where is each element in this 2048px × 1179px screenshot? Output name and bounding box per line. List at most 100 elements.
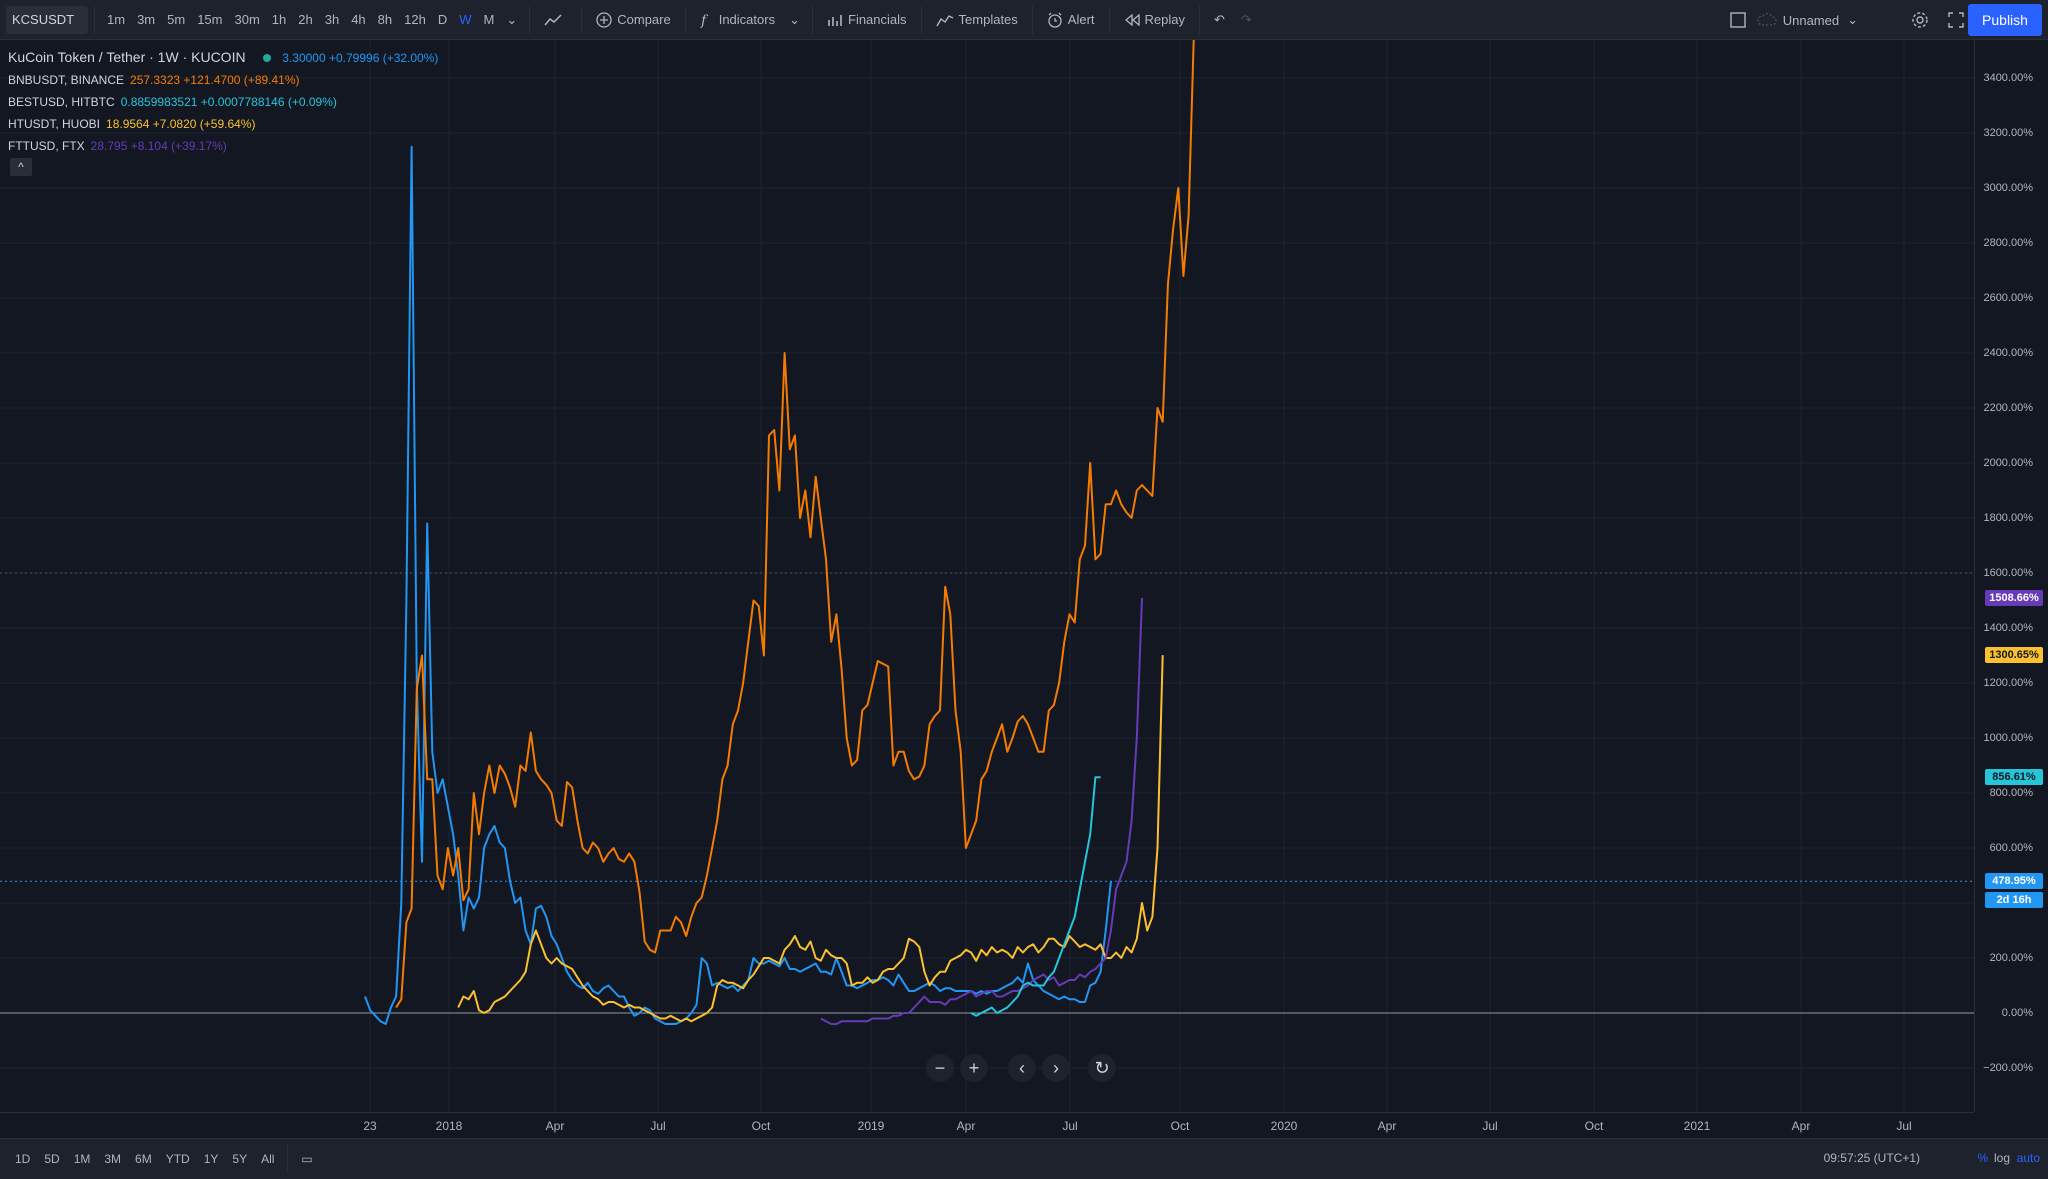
minus-icon: − <box>934 1057 946 1078</box>
chevron-down-icon[interactable]: ⌄ <box>789 11 800 27</box>
plus-icon: + <box>968 1057 980 1078</box>
timeframe-8h[interactable]: 8h <box>377 12 393 27</box>
fullscreen-icon[interactable] <box>1946 10 1966 30</box>
gear-icon[interactable] <box>1910 10 1930 30</box>
price-tick-label: −200.00% <box>1983 1062 2033 1074</box>
chevron-down-icon[interactable]: ⌄ <box>506 11 518 27</box>
log-scale-toggle[interactable]: log <box>1993 1151 2010 1165</box>
timeframe-1m[interactable]: 1m <box>107 12 126 27</box>
layout-name-button[interactable]: Unnamed ⌄ <box>1757 0 1858 40</box>
clock-timezone[interactable]: 09:57:25 (UTC+1) <box>1823 1151 1920 1165</box>
timeframe-3h[interactable]: 3h <box>324 12 340 27</box>
layout-square-icon[interactable] <box>1728 10 1748 30</box>
price-axis[interactable]: 3400.00% 3200.00% 3000.00% 2800.00% 2600.00%… <box>1974 40 2048 1112</box>
reset-chart-button[interactable]: ↻ <box>1088 1054 1116 1082</box>
time-tick-label: 23 <box>363 1119 377 1133</box>
zoom-in-button[interactable]: + <box>960 1054 988 1082</box>
legend-row[interactable]: HTUSDT, HUOBI 18.9564 +7.0820 (+59.64%) <box>8 113 438 135</box>
toolbar-divider <box>1198 5 1200 34</box>
timeframe-30m[interactable]: 30m <box>234 12 260 27</box>
auto-scale-toggle[interactable]: auto <box>2016 1151 2040 1165</box>
symbol-search-input[interactable]: KCSUSDT <box>6 5 88 34</box>
indicators-button[interactable]: f Indicators <box>700 12 775 28</box>
series-line-htusdt <box>457 655 1164 1023</box>
toolbar-divider <box>684 5 686 34</box>
chevron-right-icon: › <box>1053 1057 1059 1078</box>
legend-main-row[interactable]: KuCoin Token / Tether · 1W · KUCOIN 3.30… <box>8 46 438 69</box>
publish-button[interactable]: Publish <box>1968 4 2042 36</box>
time-tick-label: 2020 <box>1270 1119 1298 1133</box>
range-3m[interactable]: 3M <box>104 1152 122 1166</box>
price-tick-label: 600.00% <box>1989 842 2033 854</box>
alert-button[interactable]: Alert <box>1047 12 1095 28</box>
legend-collapse-button[interactable]: ^ <box>10 158 32 176</box>
chart-type-button[interactable] <box>544 13 567 27</box>
plus-circle-icon <box>596 11 612 28</box>
timeframe-4h[interactable]: 4h <box>351 12 366 27</box>
time-tick-label: Jul <box>1062 1119 1078 1133</box>
time-tick-label: Oct <box>1170 1119 1190 1133</box>
time-tick-label: Oct <box>1584 1119 1604 1133</box>
time-tick-label: Apr <box>1791 1119 1811 1133</box>
range-1d[interactable]: 1D <box>15 1152 31 1166</box>
status-dot-icon <box>262 54 271 62</box>
replay-label: Replay <box>1144 12 1185 27</box>
price-tick-label: 1200.00% <box>1983 677 2033 689</box>
legend-symbol-value: 28.795 +8.104 (+39.17%) <box>90 139 227 153</box>
range-5y[interactable]: 5Y <box>232 1152 248 1166</box>
chart-pane[interactable] <box>0 40 1974 1112</box>
price-tick-label: 3200.00% <box>1983 127 2033 139</box>
go-to-date-button[interactable]: ▭ <box>301 1152 312 1166</box>
redo-button[interactable]: ↷ <box>1241 12 1252 28</box>
compare-button[interactable]: Compare <box>596 11 671 28</box>
timeframe-w[interactable]: W <box>459 12 472 27</box>
timeframe-15m[interactable]: 15m <box>197 12 223 27</box>
price-tick-label: 0.00% <box>2001 1007 2033 1019</box>
series-price-label: 1508.66% <box>1985 590 2043 607</box>
time-tick-label: Oct <box>751 1119 771 1133</box>
price-tick-label: 3400.00% <box>1983 72 2033 84</box>
undo-icon: ↶ <box>1213 11 1225 27</box>
toolbar-divider <box>812 5 813 34</box>
time-axis[interactable]: 23 2018 Apr Jul Oct 2019 Apr Jul Oct 2020 Apr Jul Oc… <box>0 1112 1974 1139</box>
timeframe-d[interactable]: D <box>437 12 448 27</box>
time-tick-label: 2019 <box>857 1119 885 1133</box>
price-tick-label: 2200.00% <box>1983 402 2033 414</box>
zoom-out-button[interactable]: − <box>926 1054 954 1082</box>
range-1m[interactable]: 1M <box>73 1152 91 1166</box>
legend-row[interactable]: FTTUSD, FTX 28.795 +8.104 (+39.17%) <box>8 135 438 157</box>
series-line-fttusd <box>820 597 1143 1025</box>
replay-button[interactable]: Replay <box>1124 12 1185 27</box>
time-tick-label: Apr <box>1377 1119 1397 1133</box>
timeframe-3m[interactable]: 3m <box>137 12 156 27</box>
templates-button[interactable]: Templates <box>935 12 1018 27</box>
legend-symbol-value: 0.8859983521 +0.0007788146 (+0.09%) <box>120 95 337 109</box>
templates-icon <box>935 14 953 26</box>
scroll-left-button[interactable]: ‹ <box>1008 1054 1036 1082</box>
symbol-text: KCSUSDT <box>12 12 75 27</box>
series-price-label: 478.95% <box>1985 873 2043 890</box>
range-all[interactable]: All <box>261 1152 275 1166</box>
toolbar-divider <box>287 1145 289 1173</box>
range-6m[interactable]: 6M <box>135 1152 152 1166</box>
legend-row[interactable]: BNBUSDT, BINANCE 257.3323 +121.4700 (+89.… <box>8 69 438 91</box>
series-line-kcsusdt <box>364 145 1112 1025</box>
redo-icon: ↷ <box>1240 11 1252 27</box>
range-1y[interactable]: 1Y <box>203 1152 219 1166</box>
range-5d[interactable]: 5D <box>44 1152 60 1166</box>
timeframe-m[interactable]: M <box>483 12 495 27</box>
percent-scale-toggle[interactable]: % <box>1977 1151 1988 1165</box>
timeframe-12h[interactable]: 12h <box>404 12 426 27</box>
toolbar-divider <box>581 5 583 34</box>
timeframe-5m[interactable]: 5m <box>167 12 186 27</box>
scroll-right-button[interactable]: › <box>1042 1054 1070 1082</box>
range-ytd[interactable]: YTD <box>165 1152 190 1166</box>
legend-row[interactable]: BESTUSD, HITBTC 0.8859983521 +0.000778814… <box>8 91 438 113</box>
price-tick-label: 2000.00% <box>1983 457 2033 469</box>
function-icon: f <box>700 13 709 28</box>
undo-button[interactable]: ↶ <box>1214 12 1225 28</box>
rewind-icon <box>1124 13 1140 26</box>
timeframe-1h[interactable]: 1h <box>271 12 287 27</box>
timeframe-2h[interactable]: 2h <box>298 12 313 27</box>
financials-button[interactable]: Financials <box>827 12 907 27</box>
